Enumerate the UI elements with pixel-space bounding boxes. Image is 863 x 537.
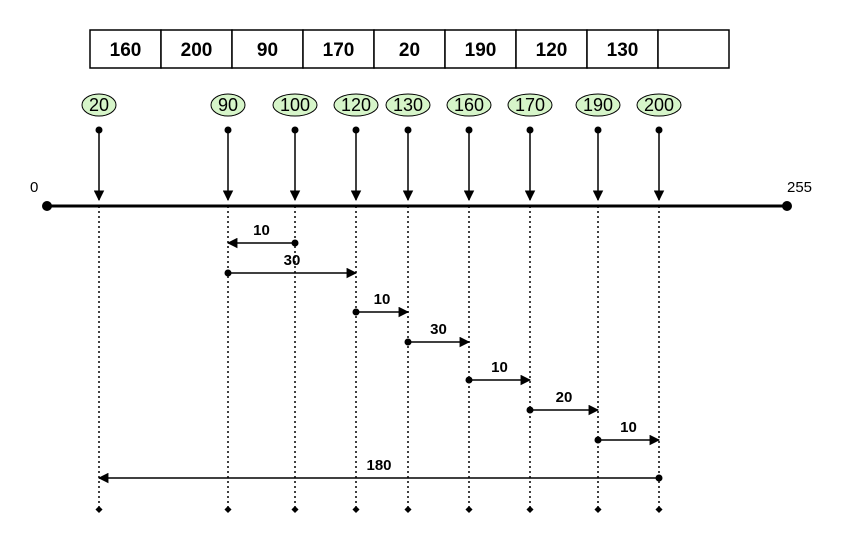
array-cell-value: 160	[110, 40, 142, 61]
seek-distance-label: 10	[491, 359, 508, 376]
seek-distance-label: 180	[366, 457, 391, 474]
seek-distance-label: 10	[620, 419, 637, 436]
value-oval	[210, 93, 246, 117]
guide-end-diamond	[404, 505, 412, 514]
value-oval-label: 200	[644, 95, 674, 115]
value-oval	[385, 93, 431, 117]
guide-end-diamond	[526, 505, 534, 514]
array-cell-value: 170	[323, 40, 355, 61]
guide-end-diamond	[352, 505, 360, 514]
array-cell-value: 120	[536, 40, 568, 61]
guide-end-diamond	[224, 505, 232, 514]
array-cell-value: 90	[257, 40, 278, 61]
array-cell	[231, 29, 304, 69]
array-cell	[586, 29, 659, 69]
array-cell	[444, 29, 517, 69]
value-oval	[507, 93, 553, 117]
value-oval-label: 20	[89, 95, 109, 115]
array-cell	[160, 29, 233, 69]
sorted-value-labels: 20 90 100 120 130 160 170 190 200	[81, 93, 682, 117]
guide-end-diamond	[594, 505, 602, 514]
seek-distance-arrows: 10 30 10 30 10 20 10 180	[97, 222, 663, 484]
value-oval-label: 170	[515, 95, 545, 115]
value-oval-label: 160	[454, 95, 484, 115]
value-oval-label: 120	[341, 95, 371, 115]
value-oval-label: 90	[218, 95, 238, 115]
value-oval	[333, 93, 379, 117]
array-cell	[515, 29, 588, 69]
value-oval	[272, 93, 318, 117]
value-oval-label: 130	[393, 95, 423, 115]
number-line-min-label: 0	[30, 179, 38, 196]
value-oval	[81, 93, 117, 117]
array-cell-value: 20	[399, 40, 420, 61]
array-cell-value: 190	[465, 40, 497, 61]
value-oval	[636, 93, 682, 117]
array-cell	[89, 29, 162, 69]
number-line-end-dot	[782, 201, 792, 211]
guide-end-diamond	[95, 505, 103, 514]
guide-end-diamond	[655, 505, 663, 514]
array-cell	[373, 29, 446, 69]
position-pointers	[93, 126, 665, 202]
seek-distance-label: 10	[374, 291, 391, 308]
value-oval	[446, 93, 492, 117]
seek-distance-label: 10	[253, 222, 270, 239]
seek-distance-label: 30	[430, 321, 447, 338]
value-oval-label: 100	[280, 95, 310, 115]
number-line-start-dot	[42, 201, 52, 211]
request-array: 160 200 90 170 20 190 120 130	[89, 29, 730, 69]
value-oval-label: 190	[583, 95, 613, 115]
seek-distance-label: 20	[556, 389, 573, 406]
value-oval	[575, 93, 621, 117]
array-cell-value: 200	[181, 40, 213, 61]
guide-end-diamond	[291, 505, 299, 514]
number-line-max-label: 255	[787, 179, 812, 196]
seek-distance-label: 30	[284, 252, 301, 269]
array-cell-value: 130	[607, 40, 639, 61]
dotted-guides	[95, 206, 663, 514]
guide-end-diamond	[465, 505, 473, 514]
array-cell	[657, 29, 730, 69]
